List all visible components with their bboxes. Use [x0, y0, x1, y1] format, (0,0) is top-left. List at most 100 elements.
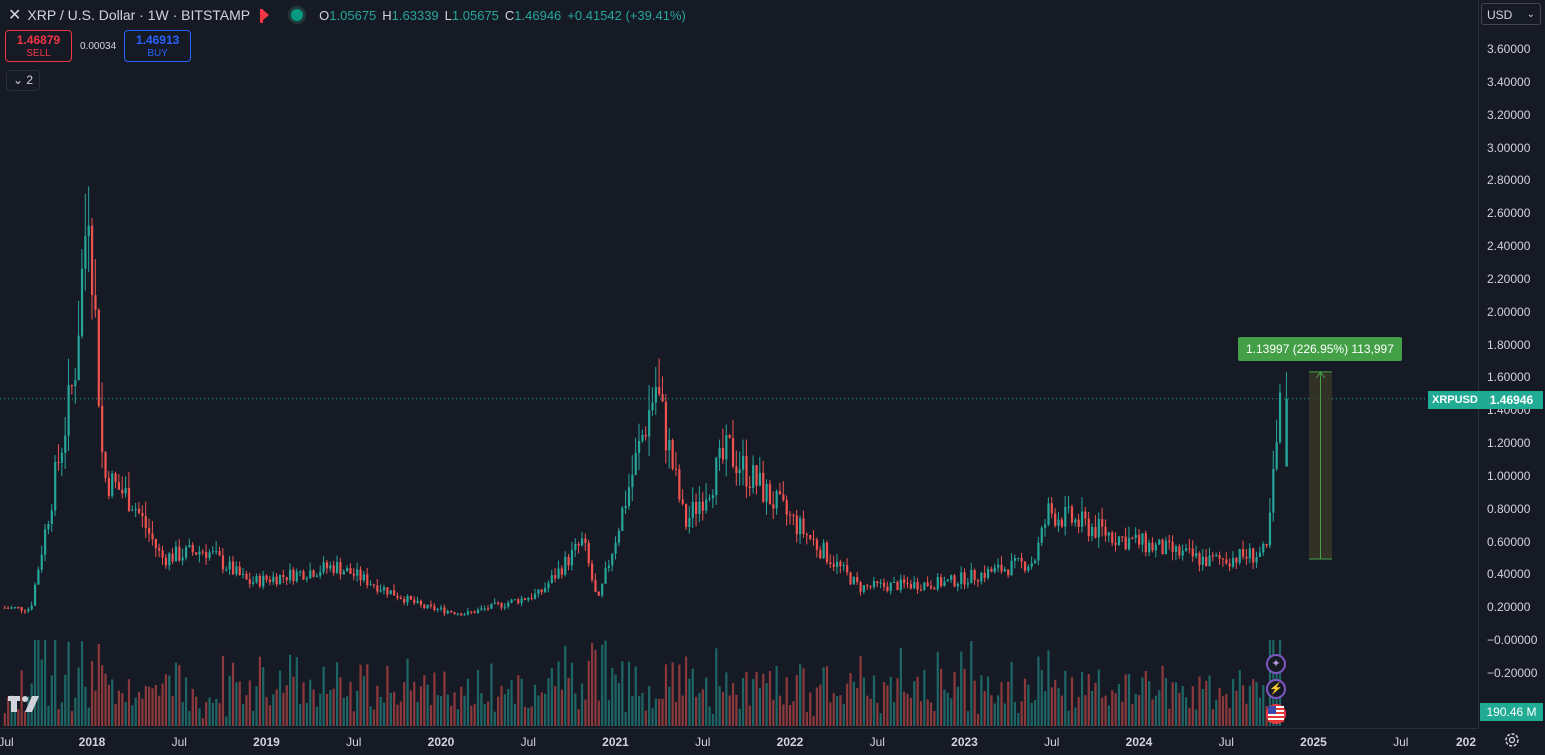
volume-bar — [1151, 699, 1154, 726]
indicators-count: 2 — [26, 73, 34, 87]
volume-bar — [1124, 674, 1127, 726]
volume-bar — [661, 698, 664, 726]
last-candle-body — [1285, 398, 1288, 467]
volume-bar — [527, 707, 530, 726]
candle-body — [359, 569, 362, 581]
volume-bar — [1037, 656, 1040, 726]
price-chart[interactable] — [0, 0, 1478, 728]
candle-body — [517, 599, 520, 604]
candle-body — [587, 542, 590, 564]
tradingview-logo[interactable] — [8, 694, 42, 714]
candle-body — [332, 565, 335, 573]
candle-body — [544, 588, 547, 593]
volume-bar — [393, 691, 396, 726]
market-status-icon[interactable] — [291, 9, 304, 21]
price-scale[interactable]: 3.60000 3.40000 3.20000 3.00000 2.80000 2.600… — [1478, 0, 1545, 728]
us-flag-icon[interactable] — [1266, 704, 1286, 724]
candle-body — [950, 575, 953, 580]
volume-bar — [993, 703, 996, 726]
volume-bar — [789, 705, 792, 726]
volume-bar — [1221, 696, 1225, 726]
volume-bar — [1218, 688, 1221, 726]
volume-bar — [282, 692, 285, 726]
candle-body — [1148, 542, 1151, 553]
candle-body — [574, 543, 577, 550]
volume-bar — [658, 698, 661, 726]
volume-bar — [406, 658, 409, 726]
candle-body — [74, 380, 77, 387]
volume-bar — [1040, 670, 1043, 726]
candle-body — [664, 401, 668, 451]
volume-bar — [396, 704, 399, 726]
settings-icon[interactable] — [1503, 731, 1521, 749]
time-scale[interactable]: Jul 2018 Jul 2019 Jul 2020 Jul 2021 Jul 2022 Jul 20… — [0, 728, 1478, 755]
candle-body — [17, 607, 20, 609]
candle-body — [1164, 540, 1168, 555]
volume-bar — [1101, 697, 1104, 726]
sell-button[interactable]: 1.46879 SELL — [5, 30, 72, 62]
candle-body — [1087, 518, 1090, 537]
symbol-title[interactable]: XRP / U.S. Dollar · 1W · BITSTAMP — [27, 7, 251, 23]
candle-body — [174, 546, 178, 562]
candle-body — [903, 579, 906, 584]
volume-bar — [1158, 690, 1161, 726]
volume-bar — [315, 706, 319, 726]
candle-body — [372, 584, 376, 586]
volume-bar — [74, 697, 77, 726]
candle-body — [47, 523, 50, 530]
volume-bar — [376, 685, 379, 726]
candle-body — [245, 573, 248, 580]
currency-select[interactable]: USD ⌄ — [1481, 3, 1541, 25]
candle-body — [168, 553, 171, 566]
time-tick: 2022 — [776, 735, 804, 749]
volume-bar — [648, 686, 651, 726]
candle-body — [1077, 519, 1080, 527]
volume-bar — [252, 710, 255, 726]
candle-body — [386, 587, 389, 595]
candle-body — [1238, 549, 1241, 563]
time-tick: 2023 — [951, 735, 978, 749]
candle-body — [450, 611, 453, 613]
flag-icon[interactable] — [260, 9, 270, 23]
close-icon[interactable]: ✕ — [8, 7, 22, 24]
volume-bar — [1245, 703, 1248, 726]
volume-bar — [560, 689, 564, 726]
lightning-icon[interactable]: ⚡ — [1266, 679, 1286, 699]
volume-bar — [476, 670, 480, 726]
candle-body — [1208, 555, 1211, 567]
buy-button[interactable]: 1.46913 BUY — [124, 30, 192, 62]
volume-bar — [44, 640, 47, 726]
time-tick: 2020 — [427, 735, 455, 749]
volume-bar — [762, 673, 765, 726]
volume-bar — [1044, 691, 1047, 726]
volume-bar — [238, 681, 241, 726]
price-tick: −0.00000 — [1487, 633, 1538, 647]
candle-body — [684, 503, 688, 528]
candle-body — [399, 597, 402, 599]
volume-bar — [782, 704, 785, 726]
candle-body — [346, 567, 349, 572]
volume-bar — [1248, 685, 1251, 726]
sell-label: SELL — [26, 48, 51, 59]
chart-pane[interactable] — [0, 0, 1478, 728]
ideas-icon[interactable]: ✦ — [1266, 654, 1286, 674]
candle-body — [567, 556, 570, 566]
indicators-toggle[interactable]: ⌄ 2 — [6, 70, 40, 91]
volume-bar — [262, 667, 265, 726]
volume-bar — [893, 702, 896, 726]
volume-bar — [54, 640, 57, 726]
candle-body — [218, 551, 221, 556]
volume-bar — [812, 716, 815, 726]
price-tick: 1.20000 — [1487, 436, 1531, 450]
candle-body — [829, 562, 832, 565]
measure-label[interactable]: 1.13997 (226.95%) 113,997 — [1238, 337, 1402, 361]
volume-bar — [550, 667, 553, 726]
candle-body — [470, 611, 473, 613]
buy-label: BUY — [147, 48, 168, 59]
candle-body — [705, 499, 708, 511]
volume-bar — [369, 706, 372, 726]
volume-bar — [943, 689, 946, 726]
candle-body — [1141, 533, 1144, 545]
price-tick: 3.00000 — [1487, 140, 1531, 155]
volume-bar — [379, 696, 382, 726]
